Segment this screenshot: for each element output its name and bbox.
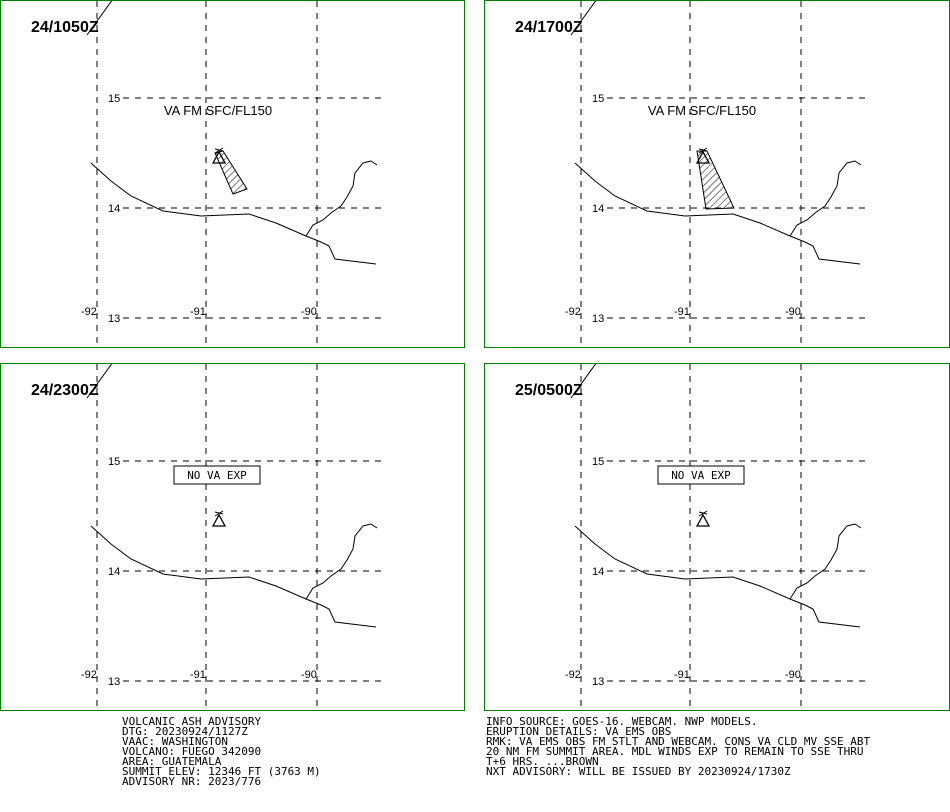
lon-label: -90 <box>785 669 801 681</box>
lon-label: -92 <box>565 669 581 681</box>
panel-time-label: 24/1700Z <box>515 19 583 36</box>
lat-label: 13 <box>108 676 120 688</box>
coastline <box>574 162 861 265</box>
lon-label: -90 <box>301 669 317 681</box>
volcano-icon <box>211 147 227 164</box>
lat-label: 13 <box>592 313 604 325</box>
svg-text:NO VA EXP: NO VA EXP <box>671 469 731 482</box>
forecast-panel-1: 15 14 13 -92 -91 -90 VA FM SFC/FL150 24/1050Z <box>0 0 465 349</box>
no-ash-expected-label: NO VA EXP <box>657 465 745 485</box>
volcano-icon <box>695 510 711 527</box>
panel-time-label: 24/2300Z <box>31 382 99 399</box>
lat-label: 15 <box>592 93 604 105</box>
lon-label: -91 <box>190 306 206 318</box>
lat-label: 13 <box>108 313 120 325</box>
river-border <box>305 523 378 600</box>
corner-mark <box>570 364 597 399</box>
advisory-line: ERUPTION DETAILS: VA EMS OBS <box>486 725 672 738</box>
coastline <box>574 525 861 628</box>
lon-label: -92 <box>81 306 97 318</box>
ash-cloud-polygon <box>214 150 248 195</box>
lon-label: -90 <box>785 306 801 318</box>
advisory-header-block: VOLCANIC ASH ADVISORY DTG: 20230924/1127Z… <box>122 715 321 788</box>
advisory-line: 20 NM FM SUMMIT AREA. MDL WINDS EXP TO R… <box>486 745 864 758</box>
lat-label: 15 <box>592 456 604 468</box>
lat-label: 13 <box>592 676 604 688</box>
corner-mark <box>86 1 113 36</box>
lat-label: 15 <box>108 456 120 468</box>
forecast-panel-4: 15 14 13 -92 -91 -90 NO VA EXP 25/0500Z <box>484 363 950 712</box>
lat-label: 15 <box>108 93 120 105</box>
advisory-remarks-block: INFO SOURCE: GOES-16. WEBCAM. NWP MODELS… <box>486 715 871 778</box>
advisory-line: VAAC: WASHINGTON <box>122 735 228 748</box>
river-border <box>789 160 862 237</box>
volcano-icon <box>695 147 711 164</box>
advisory-line: T+6 HRS. ...BROWN <box>486 755 599 768</box>
advisory-line: AREA: GUATEMALA <box>122 755 222 768</box>
advisory-line: VOLCANIC ASH ADVISORY <box>122 715 262 728</box>
lat-label: 14 <box>592 566 604 578</box>
svg-text:NO VA EXP: NO VA EXP <box>187 469 247 482</box>
panel-time-label: 25/0500Z <box>515 382 583 399</box>
coastline <box>90 525 377 628</box>
ash-cloud-polygon <box>696 150 735 210</box>
advisory-line: ADVISORY NR: 2023/776 <box>122 775 262 788</box>
forecast-panel-3: 15 14 13 -92 -91 -90 NO VA EXP 24/2300Z <box>0 363 465 712</box>
lat-label: 14 <box>108 203 120 215</box>
panel-time-label: 24/1050Z <box>31 19 99 36</box>
map-canvas: 15 14 13 -92 -91 -90 NO VA EXP <box>81 364 381 712</box>
advisory-line: NXT ADVISORY: WILL BE ISSUED BY 20230924… <box>486 765 791 778</box>
coastline <box>90 162 377 265</box>
volcano-icon <box>211 510 227 527</box>
corner-mark <box>570 1 597 36</box>
lon-label: -90 <box>301 306 317 318</box>
ash-level-label: VA FM SFC/FL150 <box>164 103 272 118</box>
lon-label: -92 <box>81 669 97 681</box>
advisory-line: RMK: VA EMS OBS FM STLT AND WEBCAM. CONS… <box>486 735 871 748</box>
lon-label: -91 <box>190 669 206 681</box>
advisory-line: DTG: 20230924/1127Z <box>122 725 248 738</box>
ash-level-label: VA FM SFC/FL150 <box>648 103 756 118</box>
map-canvas: 15 14 13 -92 -91 -90 VA FM SFC/FL150 <box>81 1 381 349</box>
lon-label: -92 <box>565 306 581 318</box>
no-ash-expected-label: NO VA EXP <box>173 465 261 485</box>
map-canvas: 15 14 13 -92 -91 -90 NO VA EXP <box>565 364 865 712</box>
corner-mark <box>86 364 113 399</box>
lat-label: 14 <box>108 566 120 578</box>
map-canvas: 15 14 13 -92 -91 -90 VA FM SFC/FL150 <box>565 1 865 349</box>
lon-label: -91 <box>674 306 690 318</box>
river-border <box>789 523 862 600</box>
advisory-line: INFO SOURCE: GOES-16. WEBCAM. NWP MODELS… <box>486 715 758 728</box>
advisory-line: VOLCANO: FUEGO 342090 <box>122 745 262 758</box>
advisory-line: SUMMIT ELEV: 12346 FT (3763 M) <box>122 765 321 778</box>
forecast-panel-2: 15 14 13 -92 -91 -90 VA FM SFC/FL150 24/1700Z <box>484 0 950 349</box>
lat-label: 14 <box>592 203 604 215</box>
river-border <box>305 160 378 237</box>
lon-label: -91 <box>674 669 690 681</box>
